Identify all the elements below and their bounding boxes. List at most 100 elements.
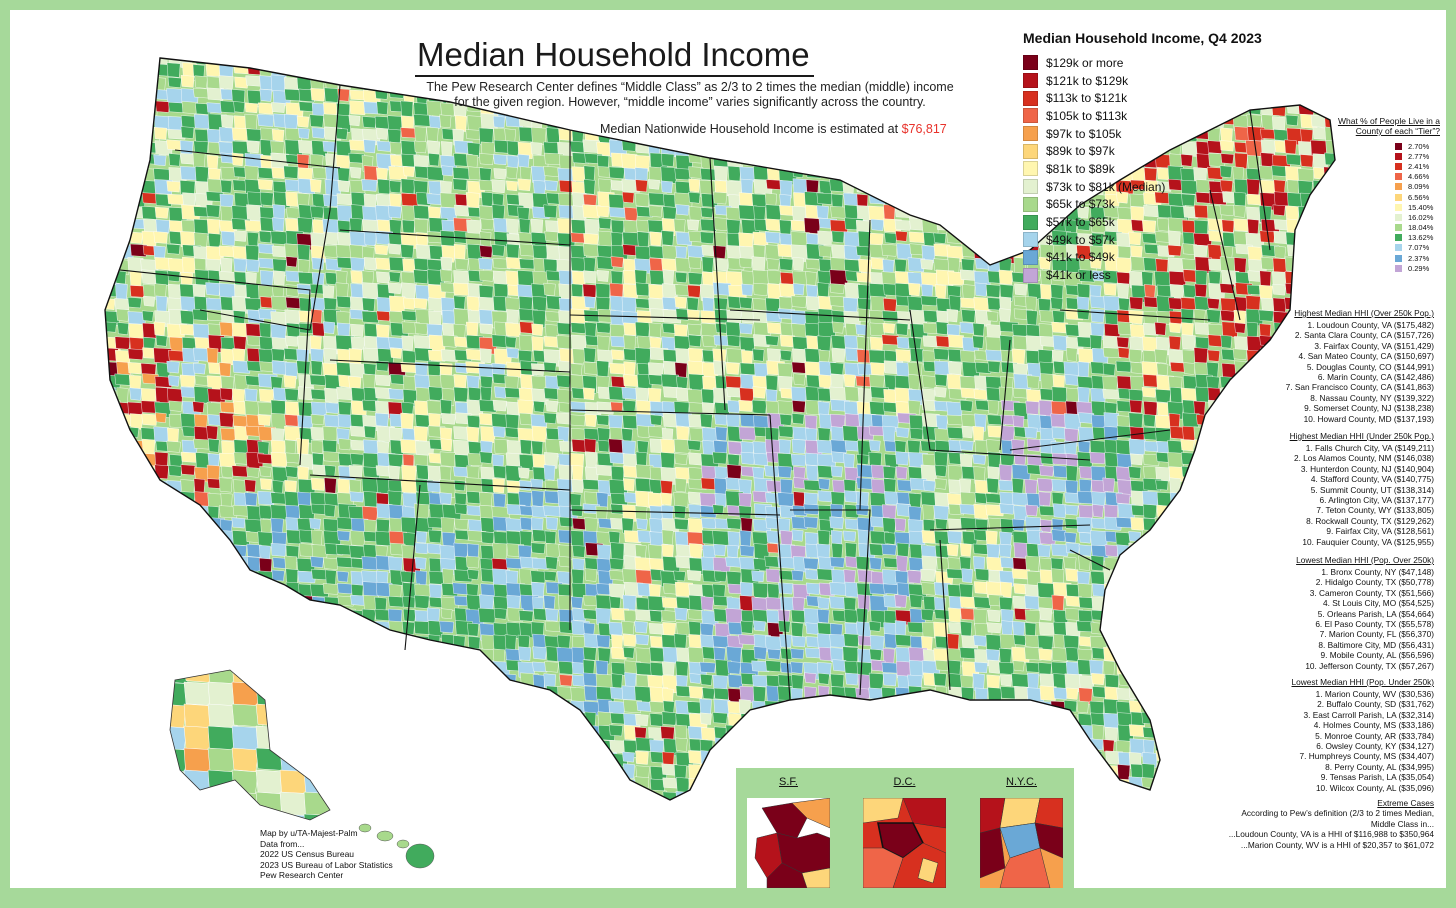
legend-swatch xyxy=(1023,161,1038,177)
legend-swatch xyxy=(1023,108,1038,124)
legend-item: $81k to $89k xyxy=(1023,160,1165,178)
ranking-item: 5. Summit County, UT ($138,314) xyxy=(1310,484,1434,495)
ranking-heading: Lowest Median HHI (Pop. Over 250k) xyxy=(1296,555,1434,565)
legend-label: $41k or less xyxy=(1046,268,1111,283)
ranking-item: 8. Baltimore City, MD ($56,431) xyxy=(1318,639,1434,650)
subtitle-line-2: for the given region. However, “middle i… xyxy=(454,95,926,109)
tier-share-item: 6.56% xyxy=(1395,192,1433,202)
ranking-item: 2. Los Alamos County, NM ($146,038) xyxy=(1293,453,1434,464)
inset-nyc xyxy=(980,798,1063,888)
credit-line: Map by u/TA-Majest-Palm xyxy=(260,828,358,838)
tier-share-swatch xyxy=(1395,183,1402,191)
tier-share-swatch xyxy=(1395,193,1402,201)
ranking-item: 5. Monroe County, AR ($33,784) xyxy=(1315,730,1434,741)
subtitle-line-1: The Pew Research Center defines “Middle … xyxy=(426,80,954,94)
extreme-line: ...Marion County, WV is a HHI of $20,357… xyxy=(1240,839,1434,850)
tier-share-value: 8.09% xyxy=(1408,182,1430,192)
ranking-item: 5. Douglas County, CO ($144,991) xyxy=(1306,361,1434,372)
inset-sf-map xyxy=(747,798,830,888)
legend-item: $49k to $57k xyxy=(1023,231,1165,249)
tier-share-value: 2.77% xyxy=(1408,151,1430,161)
legend-label: $113k to $121k xyxy=(1046,91,1128,106)
us-outline xyxy=(104,57,1336,801)
metro-insets: S.F. D.C. N.Y.C. xyxy=(736,768,1074,888)
tier-share-value: 4.66% xyxy=(1408,172,1430,182)
inset-sf xyxy=(747,798,830,888)
credit-line: 2023 US Bureau of Labor Statistics xyxy=(260,859,393,870)
legend-item: $97k to $105k xyxy=(1023,125,1165,143)
map-title: Median Household Income xyxy=(415,36,814,77)
inset-nyc-map xyxy=(980,798,1063,888)
tier-share-value: 2.37% xyxy=(1408,253,1430,263)
tier-share-value: 18.04% xyxy=(1408,223,1434,233)
legend-swatch xyxy=(1023,126,1038,142)
ranking-item: 9. Fairfax City, VA ($128,561) xyxy=(1326,526,1434,537)
ranking-item: 2. Santa Clara County, CA ($157,726) xyxy=(1294,330,1434,341)
inset-label-sf: S.F. xyxy=(779,776,798,788)
credits: Map by u/TA-Majest-Palm Data from... 2022 … xyxy=(260,828,393,881)
extreme-line: ...Loudoun County, VA is a HHI of $116,9… xyxy=(1228,829,1434,840)
state-borders xyxy=(119,84,1271,701)
ranking-item: 3. Fairfax County, VA ($151,429) xyxy=(1314,340,1434,351)
credit-line: Pew Research Center xyxy=(260,870,344,880)
ranking-item: 8. Nassau County, NY ($139,322) xyxy=(1310,392,1434,403)
extreme-heading: Extreme Cases xyxy=(1377,798,1434,808)
legend-swatch xyxy=(1023,267,1038,283)
tier-share-swatch xyxy=(1395,224,1402,232)
ranking-item: 1. Loudoun County, VA ($175,482) xyxy=(1307,320,1434,330)
ranking-item: 2. Buffalo County, SD ($31,762) xyxy=(1317,699,1434,710)
legend-label: $121k to $129k xyxy=(1046,73,1129,88)
ranking-item: 7. Marion County, FL ($56,370) xyxy=(1319,629,1434,640)
ranking-item: 7. San Francisco County, CA ($141,863) xyxy=(1285,382,1434,393)
tier-share-value: 13.62% xyxy=(1408,233,1434,243)
legend-label: $73k to $81k (Median) xyxy=(1046,179,1166,194)
legend-swatch xyxy=(1023,179,1038,195)
map-subtitle: The Pew Research Center defines “Middle … xyxy=(410,80,970,110)
ranking-item: 3. East Carroll Parish, LA ($32,314) xyxy=(1303,709,1434,720)
ranking-item: 7. Humphreys County, MS ($34,407) xyxy=(1299,751,1434,762)
legend: $129k or more $121k to $129k $113k to $121… xyxy=(1023,54,1165,284)
legend-item: $41k to $49k xyxy=(1023,249,1165,267)
ranking-item: 4. Holmes County, MS ($33,186) xyxy=(1313,720,1434,731)
tier-share-item: 4.66% xyxy=(1395,172,1433,182)
tier-share-value: 2.70% xyxy=(1408,141,1430,151)
tier-share-value: 0.29% xyxy=(1408,263,1430,273)
tier-share-item: 2.41% xyxy=(1395,161,1433,171)
legend-item: $41k or less xyxy=(1023,266,1165,284)
tier-share-swatch xyxy=(1395,152,1402,160)
ranking-heading: Highest Median HHI (Under 250k Pop.) xyxy=(1289,431,1434,441)
tier-share-swatch xyxy=(1395,254,1402,262)
legend-label: $105k to $113k xyxy=(1046,108,1128,123)
tier-share-value: 6.56% xyxy=(1408,192,1430,202)
tier-share-swatch xyxy=(1395,234,1402,242)
ranking-item: 10. Howard County, MD ($137,193) xyxy=(1303,413,1434,424)
tier-share-value: 7.07% xyxy=(1408,243,1430,253)
inset-dc-map xyxy=(863,798,946,888)
ranking-item: 6. Arlington City, VA ($137,177) xyxy=(1319,495,1434,506)
contiguous-us xyxy=(105,58,1335,800)
ranking-item: 2. Hidalgo County, TX ($50,778) xyxy=(1315,577,1434,588)
tier-share-item: 0.29% xyxy=(1395,263,1433,273)
legend-item: $113k to $121k xyxy=(1023,89,1165,107)
ranking-item: 3. Cameron County, TX ($51,566) xyxy=(1309,587,1434,598)
legend-label: $129k or more xyxy=(1046,55,1124,70)
legend-swatch xyxy=(1023,55,1038,71)
tier-share-swatch xyxy=(1395,244,1402,252)
ranking-heading: Lowest Median HHI (Pop. Under 250k) xyxy=(1291,677,1435,687)
tier-share-swatch xyxy=(1395,162,1402,170)
legend-swatch xyxy=(1023,90,1038,106)
legend-item: $65k to $73k xyxy=(1023,196,1165,214)
ranking-item: 4. Stafford County, VA ($140,775) xyxy=(1310,474,1434,485)
tier-share-item: 16.02% xyxy=(1395,212,1433,222)
ranking-item: 1. Falls Church City, VA ($149,211) xyxy=(1305,443,1434,453)
tier-share-swatch xyxy=(1395,173,1402,181)
ranking-item: 9. Tensas Parish, LA ($35,054) xyxy=(1320,772,1434,783)
ranking-item: 7. Teton County, WY ($133,805) xyxy=(1316,505,1434,516)
tier-share-item: 7.07% xyxy=(1395,243,1433,253)
ranking-item: 4. San Mateo County, CA ($150,697) xyxy=(1298,351,1434,362)
extreme-line: According to Pew’s definition (2/3 to 2 … xyxy=(1241,808,1434,819)
ranking-item: 10. Fauquier County, VA ($125,955) xyxy=(1302,536,1434,547)
tier-share-item: 2.77% xyxy=(1395,151,1433,161)
legend-label: $97k to $105k xyxy=(1046,126,1122,141)
nationwide-prefix: Median Nationwide Household Income is es… xyxy=(600,122,902,136)
